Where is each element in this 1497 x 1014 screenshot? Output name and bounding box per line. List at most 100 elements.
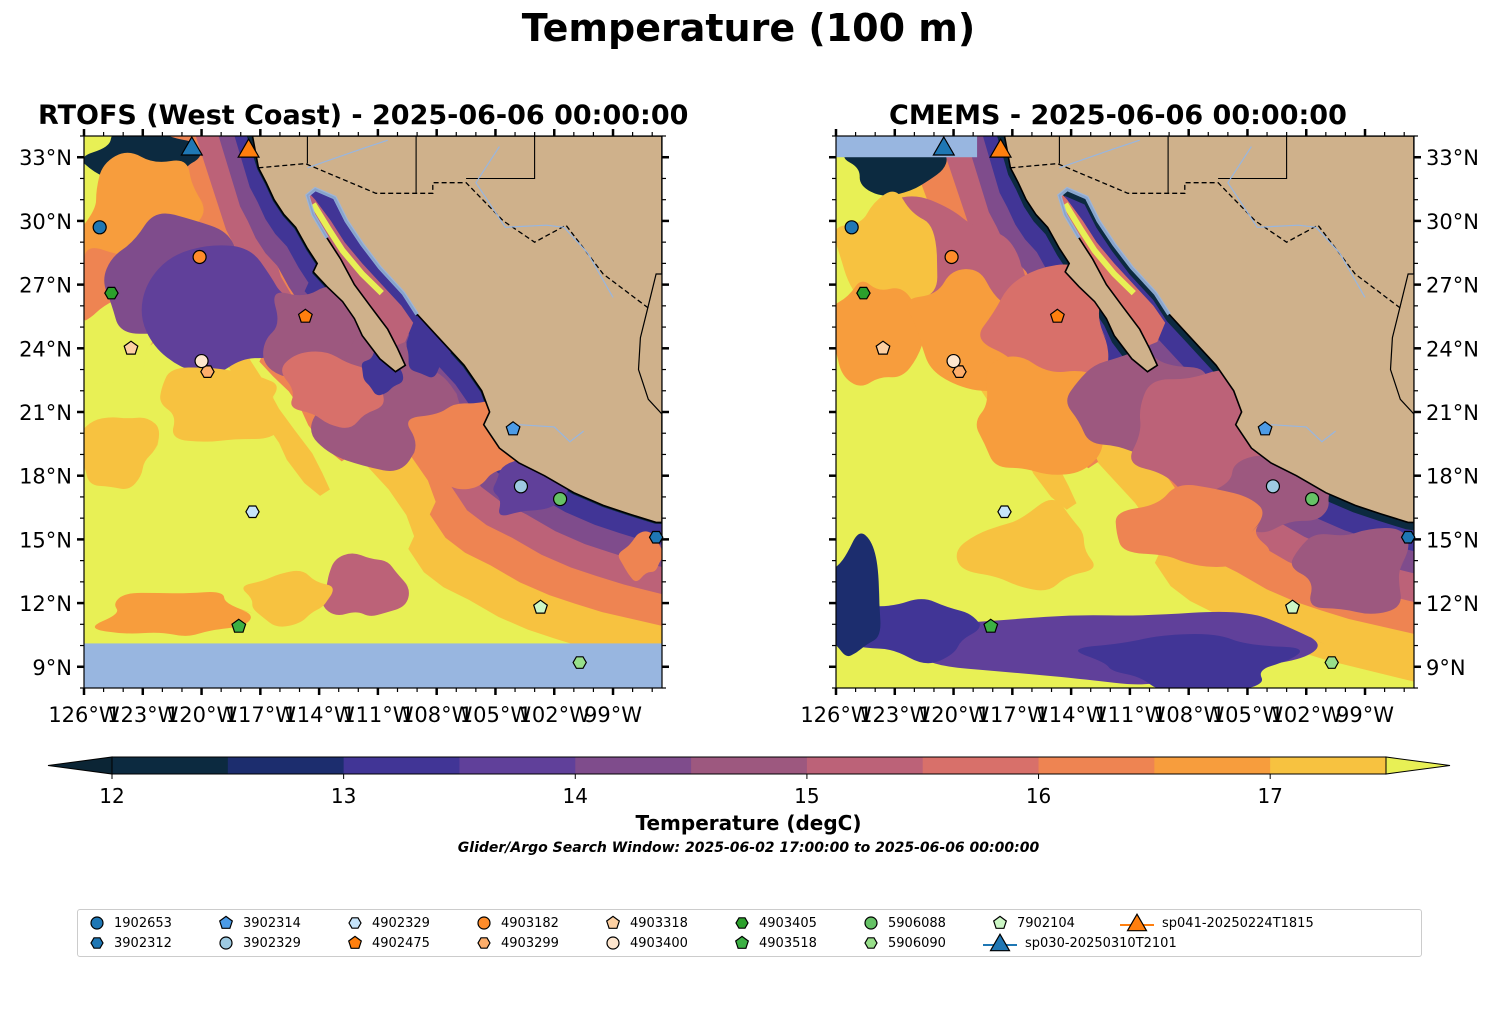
x-tick-label: 102°W (1271, 703, 1343, 727)
colorbar-label: Temperature (degC) (635, 811, 862, 835)
y-tick-label: 12°N (1426, 592, 1479, 616)
x-tick-label: 105°W (460, 703, 532, 727)
legend-marker-icon (477, 916, 491, 930)
gulf-warm-strip (1062, 202, 1136, 296)
legend-item-4903400: 4903400 (604, 934, 688, 952)
legend-item-1902653: 1902653 (88, 914, 172, 932)
x-tick-label: 111°W (342, 703, 414, 727)
float-4903299 (952, 365, 967, 378)
legend: 1902653 3902312 3902314 3902329 4902329 49024… (77, 909, 1422, 957)
x-tick-label: 108°W (1153, 703, 1225, 727)
glider-sp030-20250310T2101 (932, 135, 956, 156)
shallow-shelf (1057, 186, 1171, 316)
colorbar-segment (459, 757, 576, 774)
colorbar-segment (343, 757, 460, 774)
legend-label: 1902653 (114, 915, 172, 931)
y-tick-label: 27°N (19, 274, 72, 298)
float-3902312 (648, 530, 664, 544)
legend-item-4903318: 4903318 (604, 914, 688, 932)
x-tick-label: 99°W (584, 703, 642, 727)
legend-marker-icon (477, 937, 491, 949)
float-4903400 (194, 353, 209, 369)
float-4903405 (104, 286, 119, 300)
legend-label: 5906088 (888, 915, 946, 931)
legend-marker-icon (90, 916, 104, 930)
sst-feature-14 (1115, 485, 1270, 568)
x-tick-label: 126°W (800, 703, 872, 727)
river-rio-grande (475, 146, 614, 298)
legend-marker-icon (735, 917, 749, 929)
legend-label: 5906090 (888, 935, 946, 951)
figure-title: Temperature (100 m) (521, 6, 976, 50)
y-tick-label: 15°N (1426, 528, 1479, 552)
x-tick-label: 114°W (1035, 703, 1107, 727)
y-tick-label: 21°N (1426, 401, 1479, 425)
state-border-tx (466, 136, 536, 180)
y-tick-label: 24°N (1426, 337, 1479, 361)
x-tick-label: 114°W (283, 703, 355, 727)
sst-feature-9 (1291, 527, 1409, 614)
legend-item-4903299: 4903299 (475, 934, 559, 952)
legend-item-4902475: 4902475 (346, 934, 430, 952)
river-lerma (1270, 424, 1336, 443)
legend-item-5906088: 5906088 (862, 914, 946, 932)
legend-item-7902104: 7902104 (991, 914, 1075, 932)
sst-feature-16 (361, 346, 404, 396)
float-4903405 (856, 286, 871, 300)
border-usa-mexico (1010, 162, 1401, 309)
float-4903182 (192, 249, 207, 265)
legend-marker-icon (90, 937, 104, 949)
colorbar-segment (691, 757, 808, 774)
legend-marker-icon (218, 915, 234, 929)
sst-feature-7 (282, 351, 384, 428)
glider-sp041-20250224T1815 (989, 137, 1013, 158)
float-4903318 (875, 340, 891, 355)
float-7902104 (532, 599, 549, 614)
panel-title-rtofs: RTOFS (West Coast) - 2025-06-06 00:00:00 (38, 100, 689, 131)
float-5906090 (572, 656, 587, 669)
x-tick-label: 120°W (166, 703, 238, 727)
float-4903400 (946, 353, 961, 369)
legend-item-sp030-20250310T2101: sp030-20250310T2101 (983, 930, 1177, 956)
legend-label: sp041-20250224T1815 (1162, 915, 1314, 931)
sst-feature-11 (84, 417, 160, 489)
y-tick-label: 33°N (19, 146, 72, 170)
legend-label: 7902104 (1017, 915, 1075, 931)
colorbar-segment (575, 757, 692, 774)
map-panel-rtofs: 126°W123°W120°W117°W114°W111°W108°W105°W… (19, 129, 669, 727)
legend-item-3902329: 3902329 (217, 934, 301, 952)
colorbar-tick-label: 15 (794, 784, 819, 808)
y-tick-label: 15°N (19, 528, 72, 552)
float-3902329 (513, 479, 529, 494)
float-3902312 (1400, 530, 1416, 544)
legend-marker-icon (348, 917, 362, 929)
float-3902329 (1265, 479, 1281, 494)
river-rio-grande (1227, 146, 1366, 298)
shallow-shelf (305, 186, 419, 316)
colorbar: 12 13 14 15 16 17 (47, 756, 1451, 808)
legend-item-4903182: 4903182 (475, 914, 559, 932)
float-1902653 (92, 220, 107, 235)
float-4902329 (245, 505, 260, 519)
float-4903518 (231, 618, 247, 633)
legend-label: sp030-20250310T2101 (1025, 935, 1177, 951)
colorbar-extend-low (47, 756, 113, 775)
sst-feature-14 (243, 570, 334, 627)
colorbar-frame (111, 756, 1387, 775)
float-4902329 (997, 505, 1012, 519)
colorbar-segment (806, 757, 924, 774)
float-5906088 (553, 491, 568, 507)
colorbar-segment (1154, 757, 1271, 774)
sst-feature-4 (980, 264, 1109, 398)
float-4902475 (297, 308, 313, 323)
colorbar-segment (922, 757, 1040, 774)
legend-marker-icon (864, 937, 878, 949)
sst-feature-10 (160, 367, 283, 442)
x-tick-label: 111°W (1094, 703, 1166, 727)
float-4903318 (123, 340, 139, 355)
legend-marker-icon (734, 935, 750, 949)
sst-feature-13 (94, 591, 255, 636)
sst-feature-15 (836, 533, 881, 657)
state-border-tx (1218, 136, 1288, 180)
